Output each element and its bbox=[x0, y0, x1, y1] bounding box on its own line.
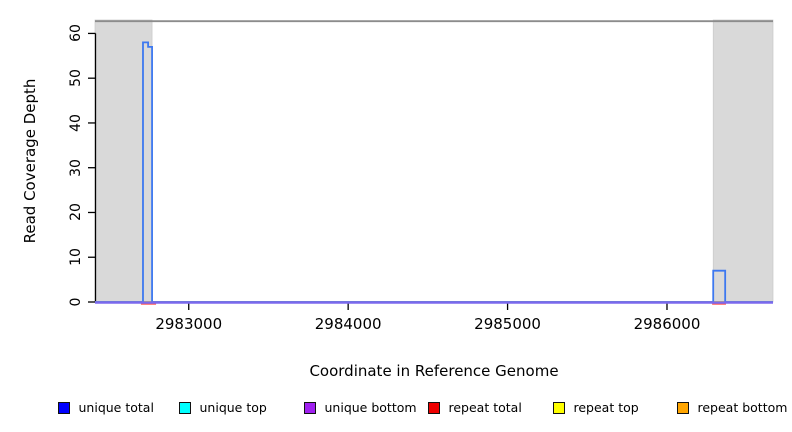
legend-item-unique-total: unique total bbox=[58, 400, 154, 416]
legend-swatch-repeat-bottom bbox=[677, 402, 689, 414]
legend-swatch-unique-bottom bbox=[304, 402, 316, 414]
x-tick-label-2985000: 2985000 bbox=[474, 315, 541, 333]
legend-item-unique-bottom: unique bottom bbox=[304, 400, 417, 416]
y-tick-label-60: 60 bbox=[68, 24, 84, 43]
x-tick-label-2986000: 2986000 bbox=[633, 315, 701, 333]
legend-swatch-repeat-top bbox=[553, 402, 565, 414]
y-axis-title: Read Coverage Depth bbox=[21, 78, 39, 244]
legend-label: unique total bbox=[78, 400, 154, 415]
legend-swatch-unique-top bbox=[179, 402, 191, 414]
right-shaded-region bbox=[712, 19, 774, 303]
legend-swatch-repeat-total bbox=[428, 402, 440, 414]
y-tick-label-30: 30 bbox=[68, 158, 84, 177]
y-tick-label-40: 40 bbox=[68, 114, 84, 132]
legend-label: repeat bottom bbox=[697, 400, 788, 415]
x-tick-label-2983000: 2983000 bbox=[155, 315, 223, 333]
legend-item-repeat-bottom: repeat bottom bbox=[677, 400, 787, 416]
legend-item-unique-top: unique top bbox=[179, 400, 267, 416]
legend-label: unique bottom bbox=[324, 400, 417, 415]
legend: unique total unique top unique bottom repea… bbox=[0, 400, 792, 422]
x-axis-title: Coordinate in Reference Genome bbox=[309, 362, 559, 380]
y-tick-label-20: 20 bbox=[68, 203, 84, 222]
x-tick-label-2984000: 2984000 bbox=[314, 315, 382, 333]
legend-label: repeat top bbox=[573, 400, 639, 415]
legend-label: unique top bbox=[199, 400, 267, 415]
legend-label: repeat total bbox=[448, 400, 522, 415]
y-tick-label-10: 10 bbox=[68, 248, 84, 267]
legend-item-repeat-top: repeat top bbox=[553, 400, 639, 416]
legend-swatch-unique-total bbox=[58, 402, 70, 414]
legend-item-repeat-total: repeat total bbox=[428, 400, 522, 416]
series-unique-total bbox=[95, 41, 773, 303]
y-tick-label-50: 50 bbox=[68, 69, 84, 88]
y-tick-label-0: 0 bbox=[68, 297, 84, 307]
